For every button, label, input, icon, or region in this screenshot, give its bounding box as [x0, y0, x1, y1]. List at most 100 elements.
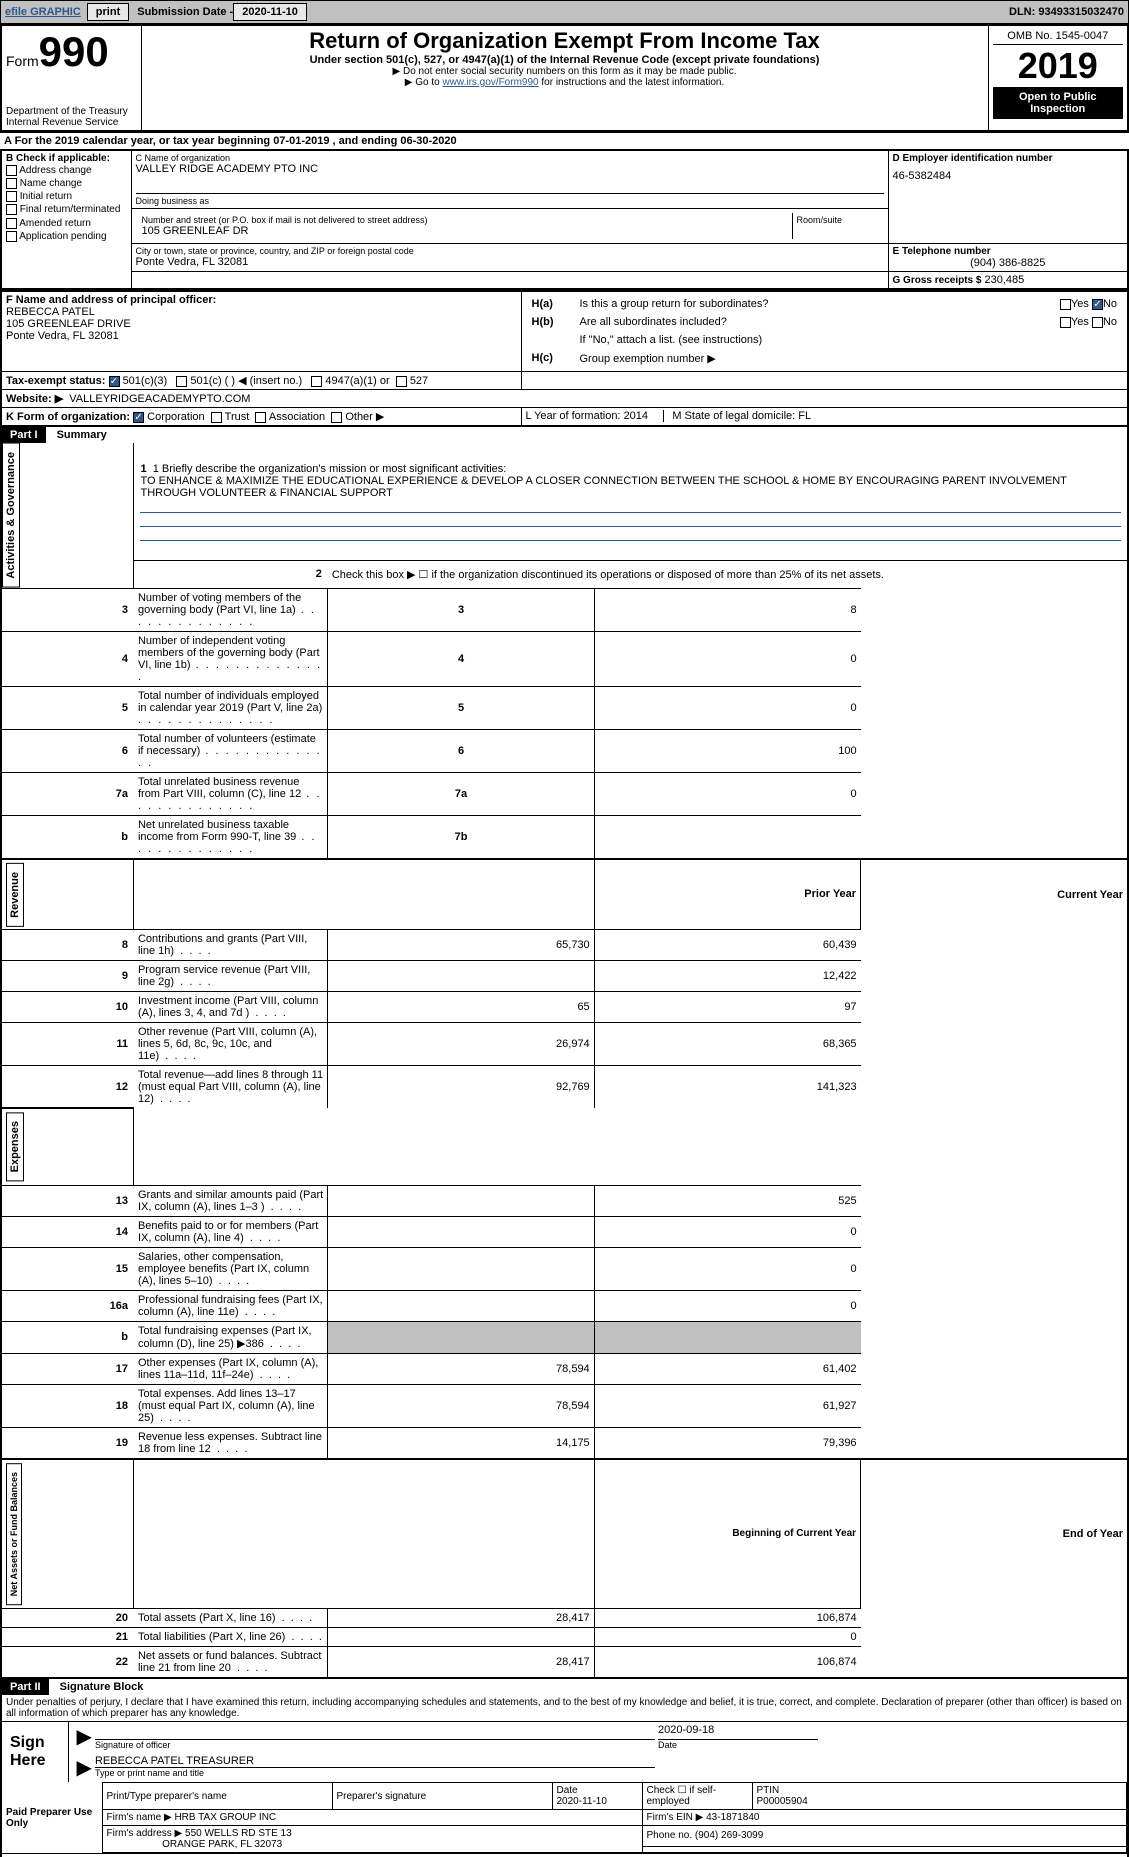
line-b-val	[594, 815, 860, 859]
perjury-decl: Under penalties of perjury, I declare th…	[2, 1695, 1127, 1721]
tax-year-box: 2019	[993, 45, 1124, 87]
line-20-beg: 28,417	[328, 1609, 594, 1628]
firm-phone: (904) 269-3099	[695, 1830, 763, 1841]
prep-date: 2020-11-10	[557, 1796, 607, 1807]
form-number: 990	[39, 28, 109, 75]
line-17-desc: Other expenses (Part IX, column (A), lin…	[134, 1353, 328, 1384]
line-b-desc: Net unrelated business taxable income fr…	[134, 815, 328, 859]
line-7a-desc: Total unrelated business revenue from Pa…	[134, 772, 328, 815]
box-b-label: B Check if applicable:	[6, 153, 127, 164]
gross-receipts-label: G Gross receipts $	[893, 275, 982, 286]
line-6-desc: Total number of volunteers (estimate if …	[134, 729, 328, 772]
subdate-label: Submission Date -	[137, 6, 233, 18]
line-12-curr: 141,323	[594, 1066, 860, 1109]
line-18-curr: 61,927	[594, 1384, 860, 1427]
paid-preparer-label: Paid Preparer Use Only	[2, 1783, 102, 1853]
box-m-label: M State of legal domicile:	[663, 410, 795, 422]
mission-text: TO ENHANCE & MAXIMIZE THE EDUCATIONAL EX…	[140, 475, 1121, 499]
box-l-label: L Year of formation:	[526, 410, 621, 422]
l1-label: 1 1 Briefly describe the organization's …	[140, 463, 1121, 475]
dba-label: Doing business as	[136, 193, 884, 206]
line-11-prior: 26,974	[328, 1023, 594, 1066]
line-8-prior: 65,730	[328, 930, 594, 961]
line-21-beg	[328, 1628, 594, 1647]
org-name-label: C Name of organization	[136, 153, 884, 163]
line-18-prior: 78,594	[328, 1384, 594, 1427]
city-label: City or town, state or province, country…	[136, 246, 884, 256]
line-22-desc: Net assets or fund balances. Subtract li…	[134, 1647, 328, 1678]
line-12-desc: Total revenue—add lines 8 through 11 (mu…	[134, 1066, 328, 1109]
cb-app-pending[interactable]: Application pending	[6, 230, 127, 243]
box-f-label: F Name and address of principal officer:	[6, 294, 517, 306]
phone-value: (904) 386-8825	[893, 257, 1124, 269]
dept-treasury: Department of the Treasury Internal Reve…	[6, 106, 137, 128]
form-subtitle: Under section 501(c), 527, or 4947(a)(1)…	[146, 54, 984, 66]
firm-addr2: ORANGE PARK, FL 32073	[162, 1839, 282, 1850]
line-11-desc: Other revenue (Part VIII, column (A), li…	[134, 1023, 328, 1066]
501c3-checked: ✓	[109, 376, 120, 387]
form-title: Return of Organization Exempt From Incom…	[146, 28, 984, 54]
line-7a-val: 0	[594, 772, 860, 815]
col-current-year: Current Year	[861, 859, 1127, 930]
line-20-end: 106,874	[594, 1609, 860, 1628]
firm-ein: 43-1871840	[706, 1812, 759, 1823]
cb-name-change[interactable]: Name change	[6, 177, 127, 190]
l2-text: Check this box ▶ ☐ if the organization d…	[328, 561, 1127, 588]
open-public-badge: Open to Public Inspection	[993, 87, 1124, 119]
ein-value: 46-5382484	[893, 170, 1124, 182]
line-6-val: 100	[594, 729, 860, 772]
cb-address-change[interactable]: Address change	[6, 164, 127, 177]
col-beg-year: Beginning of Current Year	[594, 1459, 860, 1609]
cb-final-return[interactable]: Final return/terminated	[6, 203, 127, 216]
line-14-desc: Benefits paid to or for members (Part IX…	[134, 1216, 328, 1247]
line-10-desc: Investment income (Part VIII, column (A)…	[134, 992, 328, 1023]
line-10-prior: 65	[328, 992, 594, 1023]
firm-name: HRB TAX GROUP INC	[174, 1812, 276, 1823]
firm-addr1: 550 WELLS RD STE 13	[185, 1828, 292, 1839]
line-5-desc: Total number of individuals employed in …	[134, 686, 328, 729]
phone-label: E Telephone number	[893, 246, 1124, 257]
efile-link[interactable]: efile GRAPHIC	[5, 6, 81, 18]
ptin-value: P00005904	[757, 1796, 808, 1807]
line-15-curr: 0	[594, 1247, 860, 1290]
part1-header: Part I Summary	[2, 427, 1127, 443]
hc-label: Group exemption number ▶	[576, 350, 1122, 367]
tax-year-line: A For the 2019 calendar year, or tax yea…	[0, 132, 1129, 149]
org-name: VALLEY RIDGE ACADEMY PTO INC	[136, 163, 884, 175]
cb-amended[interactable]: Amended return	[6, 217, 127, 230]
vtab-activities: Activities & Governance	[2, 443, 20, 588]
subdate-value: 2020-11-10	[233, 3, 307, 21]
line-13-prior	[328, 1185, 594, 1216]
state-domicile: FL	[798, 410, 811, 422]
line-9-prior	[328, 961, 594, 992]
line-11-curr: 68,365	[594, 1023, 860, 1066]
line-16a-curr: 0	[594, 1290, 860, 1321]
self-emp-check[interactable]: Check ☐ if self-employed	[642, 1783, 752, 1810]
line-19-desc: Revenue less expenses. Subtract line 18 …	[134, 1427, 328, 1459]
col-end-year: End of Year	[861, 1459, 1127, 1609]
line-16a-desc: Professional fundraising fees (Part IX, …	[134, 1290, 328, 1321]
preparer-table: Paid Preparer Use Only Print/Type prepar…	[2, 1782, 1127, 1853]
line-3-desc: Number of voting members of the governin…	[134, 588, 328, 631]
top-bar: efile GRAPHIC print Submission Date - 20…	[0, 0, 1129, 24]
addr-label: Number and street (or P.O. box if mail i…	[142, 215, 786, 225]
cb-initial-return[interactable]: Initial return	[6, 190, 127, 203]
vtab-revenue: Revenue	[6, 863, 24, 927]
line-16a-prior	[328, 1290, 594, 1321]
line-14-curr: 0	[594, 1216, 860, 1247]
ein-label: D Employer identification number	[893, 153, 1124, 164]
line-13-desc: Grants and similar amounts paid (Part IX…	[134, 1185, 328, 1216]
box-k-label: K Form of organization:	[6, 411, 130, 423]
line-19-curr: 79,396	[594, 1427, 860, 1459]
print-button[interactable]: print	[87, 3, 129, 21]
instr-ssn: ▶ Do not enter social security numbers o…	[146, 66, 984, 77]
box-i-label: Tax-exempt status:	[6, 375, 105, 387]
vtab-expenses: Expenses	[6, 1112, 24, 1181]
line-19-prior: 14,175	[328, 1427, 594, 1459]
omb-number: OMB No. 1545-0047	[993, 28, 1124, 45]
irs-link[interactable]: www.irs.gov/Form990	[442, 77, 538, 88]
officer-addr1: 105 GREENLEAF DRIVE	[6, 318, 517, 330]
hb-note: If "No," attach a list. (see instruction…	[576, 332, 1122, 348]
line-18-desc: Total expenses. Add lines 13–17 (must eq…	[134, 1384, 328, 1427]
line-17-curr: 61,402	[594, 1353, 860, 1384]
